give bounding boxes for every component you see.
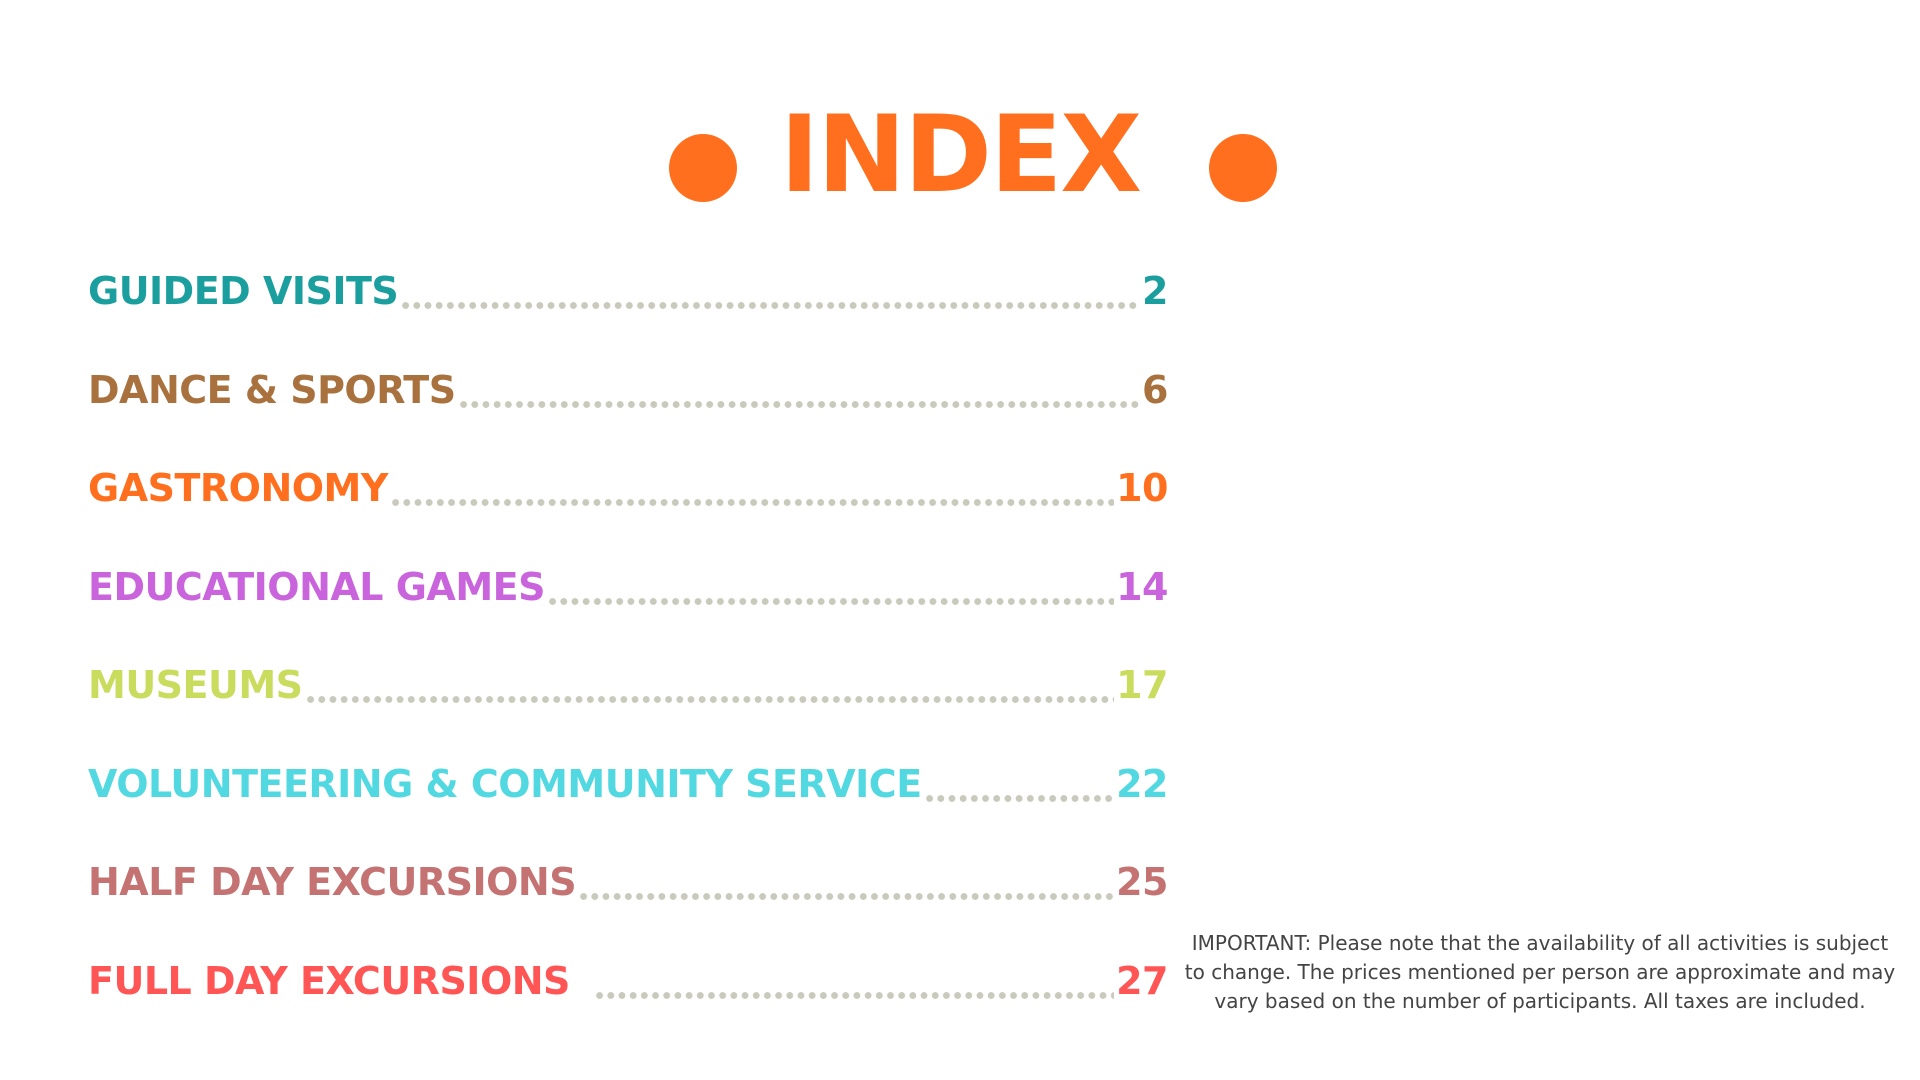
toc-entry-label: DANCE & SPORTS — [88, 367, 456, 412]
toc-entry-guided-visits[interactable]: GUIDED VISITS 2 — [88, 265, 1168, 364]
dot-leader — [389, 462, 1115, 514]
toc-entry-page: 27 — [1116, 958, 1168, 1003]
toc-entry-page: 22 — [1116, 761, 1168, 806]
dot-leader — [304, 659, 1115, 711]
toc-entry-label: VOLUNTEERING & COMMUNITY SERVICE — [88, 761, 922, 806]
toc-entry-educational-games[interactable]: EDUCATIONAL GAMES 14 — [88, 560, 1168, 660]
toc-entry-half-day-excursions[interactable]: HALF DAY EXCURSIONS 25 — [88, 856, 1168, 955]
dot-leader — [923, 757, 1115, 810]
title-bullet-left-icon — [669, 134, 737, 202]
toc-entry-label: GASTRONOMY — [88, 466, 388, 510]
toc-entry-dance-sports[interactable]: DANCE & SPORTS 6 — [88, 363, 1168, 463]
toc-entry-page: 6 — [1142, 367, 1168, 412]
dot-leader — [593, 954, 1115, 1007]
toc-entry-page: 17 — [1116, 663, 1168, 707]
toc-entry-museums[interactable]: MUSEUMS 17 — [88, 659, 1168, 758]
toc-entry-gastronomy[interactable]: GASTRONOMY 10 — [88, 462, 1168, 561]
title-bullet-right-icon — [1209, 134, 1277, 202]
toc-entry-page: 25 — [1116, 860, 1168, 904]
dot-leader — [400, 265, 1141, 317]
dot-leader — [546, 560, 1115, 613]
toc-entry-page: 14 — [1116, 564, 1168, 609]
toc-entry-page: 10 — [1116, 466, 1168, 510]
dot-leader — [457, 363, 1141, 416]
toc-entry-full-day-excursions[interactable]: FULL DAY EXCURSIONS 27 — [88, 954, 1168, 1054]
toc-entry-label: MUSEUMS — [88, 663, 303, 707]
index-header: INDEX — [0, 95, 1920, 215]
toc-entry-page: 2 — [1142, 269, 1168, 313]
toc-entry-label: HALF DAY EXCURSIONS — [88, 860, 577, 904]
toc-entry-volunteering[interactable]: VOLUNTEERING & COMMUNITY SERVICE 22 — [88, 757, 1168, 857]
important-notice: IMPORTANT: Please note that the availabi… — [1184, 931, 1896, 1013]
dot-leader — [578, 856, 1115, 908]
toc-entry-label: FULL DAY EXCURSIONS — [88, 958, 570, 1003]
toc-entry-label: GUIDED VISITS — [88, 269, 399, 313]
table-of-contents: GUIDED VISITS 2 DANCE & SPORTS 6 GASTRON… — [88, 265, 1168, 1053]
page-title: INDEX — [779, 93, 1142, 216]
toc-entry-label: EDUCATIONAL GAMES — [88, 564, 545, 609]
